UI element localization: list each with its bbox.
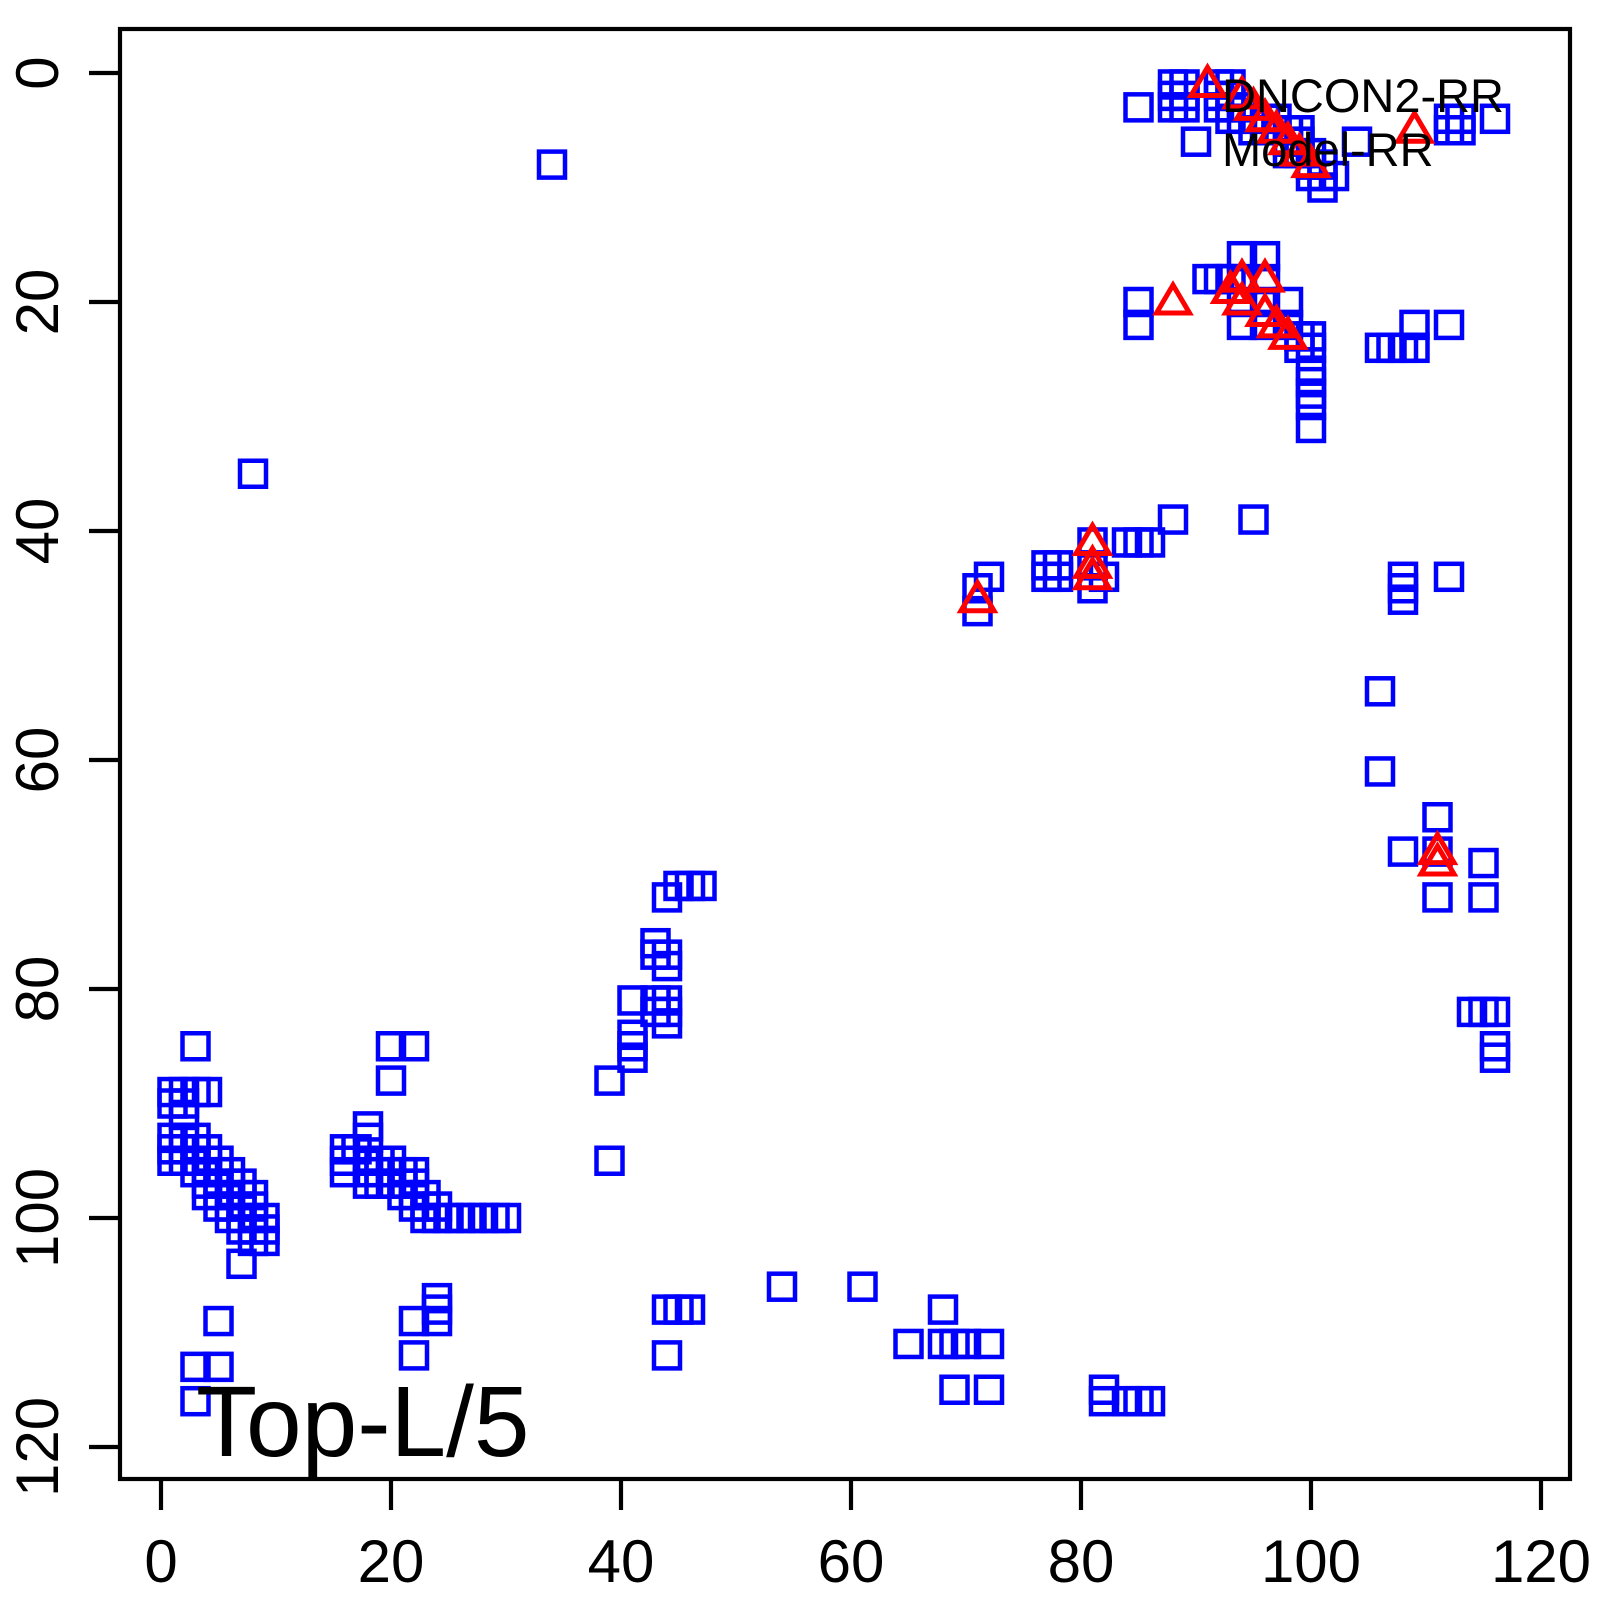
- contact-square-marker: [1123, 286, 1154, 318]
- contact-triangle-marker: [1071, 543, 1114, 579]
- contact-square-marker: [180, 1351, 211, 1383]
- contact-triangle-marker: [1416, 829, 1459, 866]
- x-axis-tick-label: 80: [1048, 1528, 1115, 1595]
- contact-square-marker: [651, 950, 683, 982]
- plot-box: [117, 26, 1573, 1482]
- contact-square-marker: [1399, 332, 1430, 364]
- contact-square-marker: [490, 1202, 522, 1234]
- contact-square-marker: [651, 1340, 683, 1371]
- x-axis-tick-label: 0: [144, 1528, 177, 1595]
- legend-entry-dncon2-rr: DNCON2-RR: [1222, 69, 1504, 122]
- contact-square-marker: [617, 1042, 648, 1073]
- contact-square-marker: [1088, 1385, 1120, 1417]
- contact-triangle-marker: [956, 577, 999, 614]
- contact-square-marker: [1479, 996, 1511, 1028]
- contact-square-marker: [950, 1328, 982, 1360]
- contact-square-marker: [249, 1225, 280, 1257]
- contact-square-marker: [398, 1340, 430, 1371]
- contact-triangle-marker: [1290, 142, 1332, 179]
- contact-square-marker: [973, 1328, 1005, 1360]
- contact-square-marker: [973, 561, 1005, 593]
- contact-triangle-marker: [1152, 280, 1194, 316]
- contact-triangle-marker: [1071, 520, 1114, 556]
- contact-square-marker: [1468, 882, 1499, 913]
- contact-triangle-marker: [1071, 554, 1114, 591]
- legend-entry-model-rr: Model-RR: [1222, 123, 1434, 176]
- y-axis-tick-label: 40: [4, 498, 71, 565]
- contact-square-marker: [1295, 389, 1327, 421]
- contact-square-marker: [1479, 1042, 1511, 1073]
- contact-square-marker: [893, 1328, 924, 1360]
- contact-square-marker: [674, 1294, 706, 1325]
- x-axis-tick-label: 60: [818, 1528, 885, 1595]
- contact-square-marker: [203, 1351, 234, 1383]
- contact-square-marker: [1042, 561, 1074, 593]
- contact-square-marker: [1341, 126, 1373, 157]
- contact-square-marker: [766, 1271, 798, 1302]
- contact-square-marker: [536, 149, 568, 180]
- contact-square-marker: [1123, 92, 1154, 123]
- contact-square-marker: [1123, 309, 1154, 341]
- contact-square-marker: [1238, 504, 1269, 535]
- contact-square-marker: [1180, 126, 1212, 157]
- contact-square-marker: [1134, 1385, 1166, 1417]
- contact-triangle-marker: [1186, 62, 1229, 98]
- contact-square-marker: [927, 1294, 959, 1325]
- contact-square-marker: [594, 1145, 625, 1176]
- contact-square-marker: [1249, 240, 1281, 272]
- subset-label-top-l5: Top-L/5: [196, 1366, 530, 1478]
- contact-square-marker: [1422, 802, 1453, 833]
- contact-square-marker: [1295, 412, 1327, 444]
- contact-triangle-marker: [1267, 314, 1309, 350]
- contact-square-marker: [1134, 527, 1166, 558]
- contact-triangle-marker: [1221, 280, 1263, 316]
- contact-square-marker: [1169, 92, 1200, 123]
- contact-square-marker: [1364, 676, 1396, 707]
- contact-square-marker: [594, 1065, 625, 1096]
- y-axis-tick-label: 20: [4, 269, 71, 336]
- contact-square-marker: [1433, 309, 1465, 341]
- contact-square-marker: [939, 1374, 970, 1405]
- contact-square-marker: [375, 1031, 407, 1062]
- contact-square-marker: [1422, 882, 1453, 913]
- contact-triangle-marker: [1393, 108, 1436, 144]
- contact-square-marker: [1157, 504, 1189, 535]
- contact-square-marker: [651, 1008, 683, 1039]
- contact-square-marker: [973, 1374, 1005, 1405]
- contact-square-marker: [1387, 836, 1419, 867]
- contact-square-marker: [847, 1271, 878, 1302]
- contact-square-marker: [180, 1385, 211, 1417]
- contact-triangle-marker: [1244, 257, 1286, 293]
- contact-square-marker: [1387, 584, 1419, 615]
- y-axis-tick-label: 120: [4, 1397, 71, 1497]
- contact-square-marker: [180, 1031, 211, 1062]
- contact-square-marker: [398, 1305, 430, 1337]
- contact-square-marker: [686, 870, 717, 902]
- contact-square-marker: [1445, 115, 1476, 146]
- x-axis-tick-label: 120: [1491, 1528, 1591, 1595]
- contact-square-marker: [1364, 756, 1396, 787]
- contact-square-marker: [1468, 847, 1499, 879]
- contact-square-marker: [375, 1065, 407, 1096]
- x-axis-tick-label: 40: [588, 1528, 655, 1595]
- y-axis-tick-label: 80: [4, 956, 71, 1023]
- contact-square-marker: [203, 1305, 234, 1337]
- contact-triangle-marker: [1416, 841, 1459, 877]
- contact-square-marker: [421, 1305, 453, 1337]
- x-axis-tick-label: 100: [1261, 1528, 1361, 1595]
- x-axis-tick-label: 20: [358, 1528, 425, 1595]
- contact-square-marker: [1433, 561, 1465, 593]
- contact-square-marker: [226, 1248, 257, 1280]
- contact-square-marker: [237, 458, 269, 489]
- y-axis-tick-label: 60: [4, 727, 71, 794]
- y-axis-tick-label: 100: [4, 1168, 71, 1268]
- y-axis-tick-label: 0: [4, 56, 71, 89]
- contact-square-marker: [398, 1031, 430, 1062]
- contact-square-marker: [1399, 309, 1430, 341]
- contact-square-marker: [1479, 103, 1511, 135]
